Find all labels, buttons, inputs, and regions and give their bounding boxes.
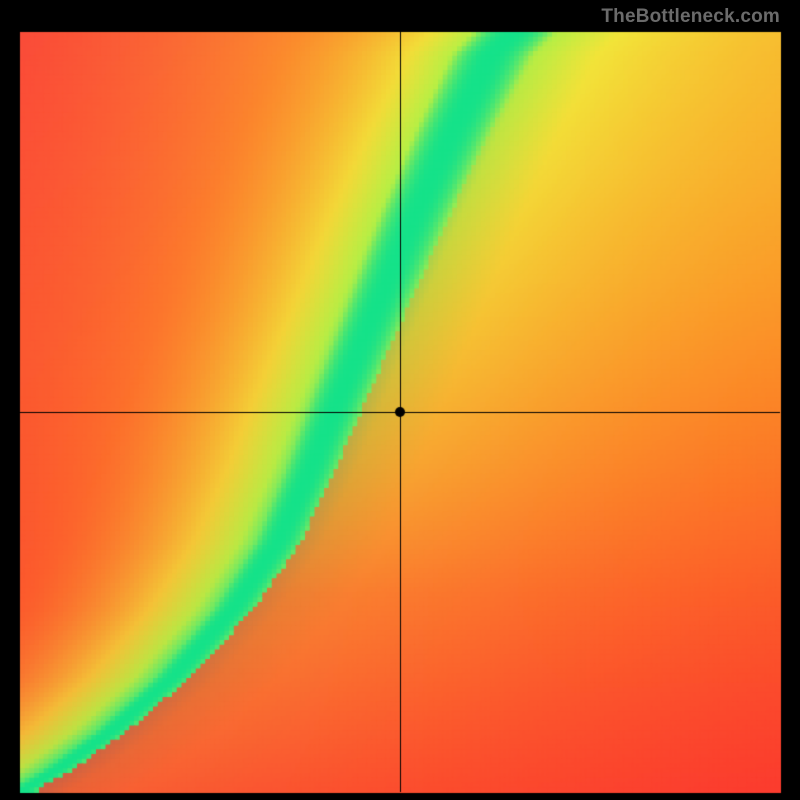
watermark-text: TheBottleneck.com [601,6,780,28]
chart-container: TheBottleneck.com [0,0,800,800]
heatmap-canvas [0,0,800,800]
